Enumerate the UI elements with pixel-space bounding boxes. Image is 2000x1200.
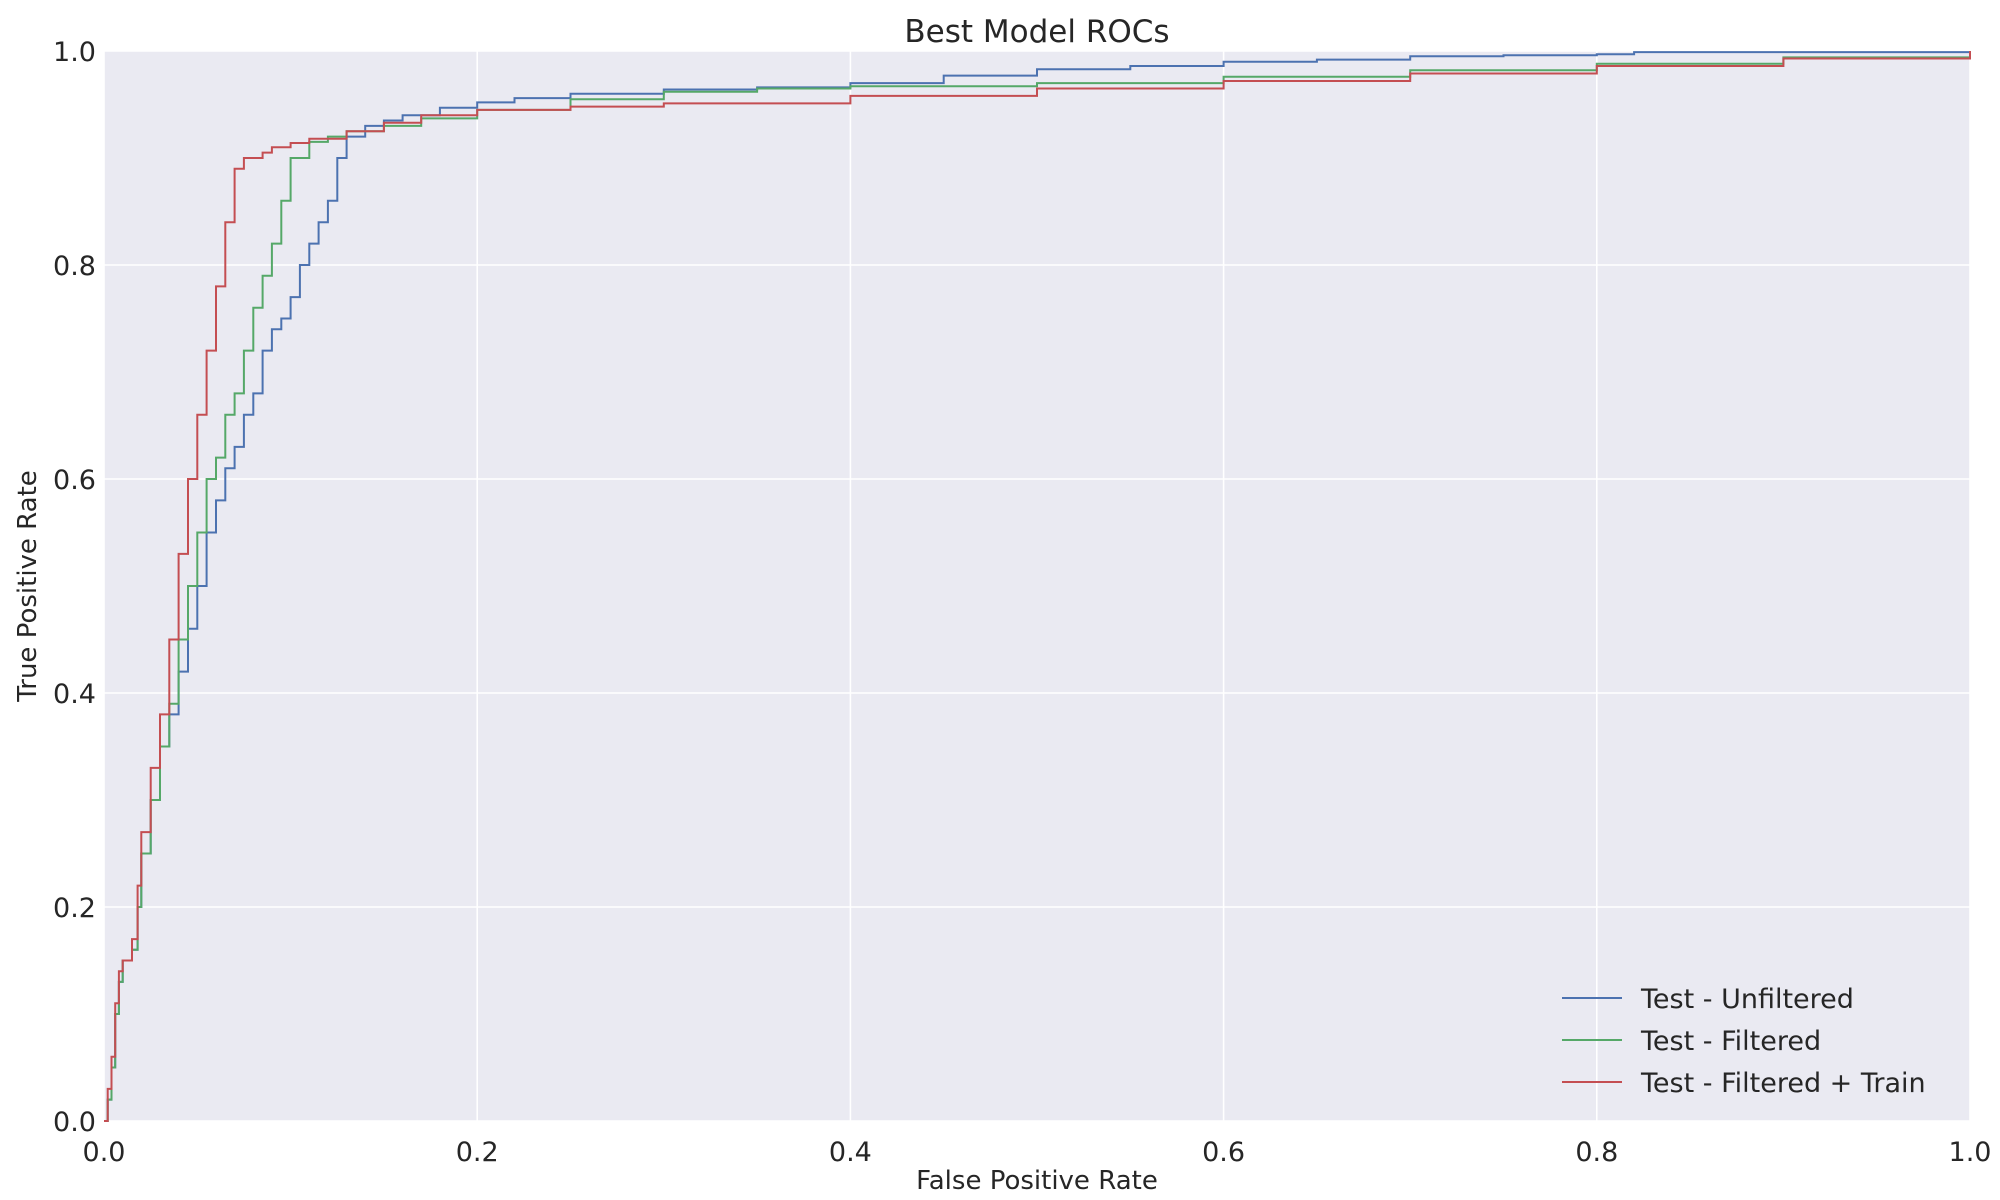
grid-lines [103, 50, 1971, 1122]
y-tick-label: 0.4 [53, 679, 96, 710]
series-line-3 [104, 51, 1971, 1122]
x-tick-label: 0.8 [1575, 1137, 1618, 1168]
legend: Test - Unfiltered Test - Filtered Test - F… [1562, 984, 1926, 1099]
y-tick-label: 0.6 [53, 465, 96, 496]
x-axis-label: False Positive Rate [916, 1166, 1158, 1196]
y-axis-label: True Positive Rate [13, 470, 43, 703]
chart-title: Best Model ROCs [904, 14, 1169, 50]
y-tick-labels: 0.0 0.2 0.4 0.6 0.8 1.0 [53, 37, 96, 1138]
y-tick-label: 0.2 [53, 893, 96, 924]
x-tick-label: 0.0 [83, 1137, 126, 1168]
x-tick-labels: 0.0 0.2 0.4 0.6 0.8 1.0 [83, 1137, 1992, 1168]
x-tick-label: 0.6 [1202, 1137, 1245, 1168]
y-tick-label: 0.0 [53, 1107, 96, 1138]
y-tick-label: 0.8 [53, 251, 96, 282]
y-tick-label: 1.0 [53, 37, 96, 68]
legend-label: Test - Filtered + Train [1640, 1068, 1926, 1099]
legend-label: Test - Unfiltered [1640, 984, 1854, 1015]
x-tick-label: 1.0 [1949, 1137, 1992, 1168]
series-lines [104, 51, 1971, 1122]
x-tick-label: 0.2 [456, 1137, 499, 1168]
plot-area-background [104, 51, 1970, 1121]
x-tick-label: 0.4 [829, 1137, 872, 1168]
legend-label: Test - Filtered [1640, 1026, 1821, 1057]
